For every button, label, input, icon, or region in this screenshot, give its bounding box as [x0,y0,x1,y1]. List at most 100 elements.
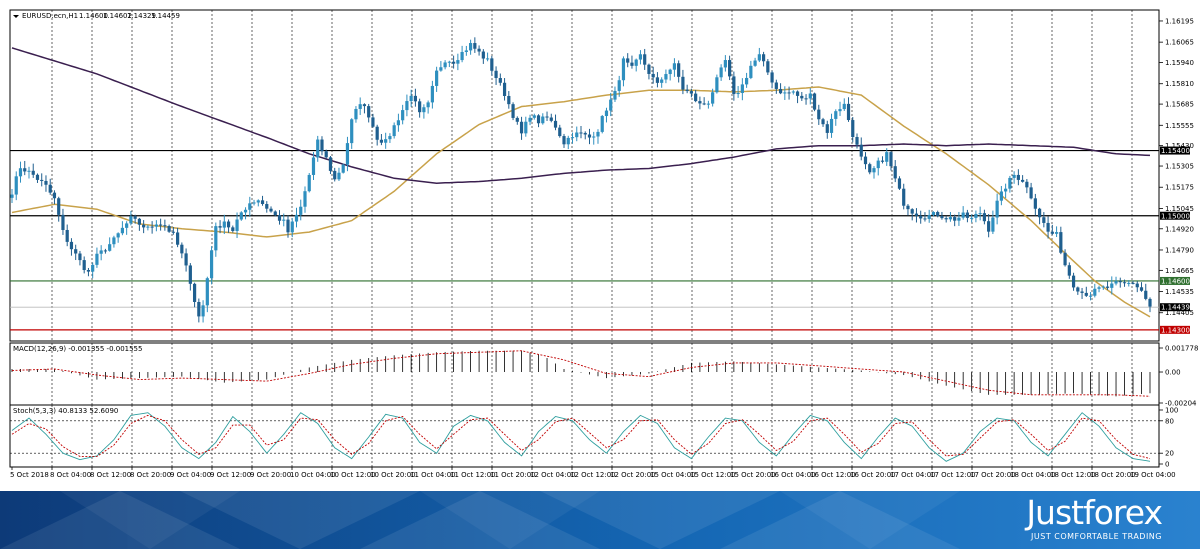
candle-body [1101,286,1105,288]
open-value: 1.14600 [79,12,108,20]
candle-body [1148,298,1152,307]
candle-body [791,91,795,93]
candle-body [702,103,706,105]
candle-body [957,217,961,221]
candle-body [367,106,371,118]
candle-body [248,203,252,210]
candle-body [1004,188,1008,192]
candle-body [558,127,562,137]
level-label-box [1160,276,1190,285]
candle-body [1059,232,1063,253]
candle-body [863,156,868,165]
candle-body [273,211,277,216]
candle-body [95,253,99,265]
candle-body [778,88,783,94]
candle-body [694,93,698,102]
x-tick-label: 15 Oct 04:00 [650,471,696,479]
candle-body [477,48,481,52]
candle-body [99,250,103,254]
candle-body [991,217,995,232]
candle-body [1046,222,1050,232]
candle-body [723,60,727,68]
candle-body [184,253,188,266]
y-tick-label: 1.15940 [1165,59,1194,67]
candle-body [536,115,541,124]
candle-body [766,61,770,73]
candle-body [286,219,290,233]
candle-body [1127,282,1131,284]
candle-body [167,225,171,232]
candle-body [10,194,14,198]
candle-body [876,160,880,169]
candle-body [328,157,333,171]
candle-body [150,226,154,228]
candle-body [201,305,205,317]
candle-body [112,237,116,245]
candle-body [1067,265,1071,276]
candle-body [787,92,791,94]
candle-body [74,249,78,254]
candle-body [86,270,91,272]
candle-body [1021,179,1025,182]
moving-averages [11,47,1151,318]
candle-body [103,250,108,252]
candle-body [294,214,299,222]
candle-body [269,208,273,212]
x-tick-label: 12 Oct 04:00 [530,471,576,479]
level-label-box [1160,146,1190,155]
x-tick-label: 17 Oct 20:00 [970,471,1016,479]
candle-body [473,43,477,49]
candle-body [265,204,269,209]
candle-body [1037,208,1042,218]
candle-body [753,60,757,66]
candle-body [681,76,685,90]
candle-body [180,244,184,254]
candle-body [460,51,464,61]
y-tick-label: 1.16065 [1165,39,1194,47]
candle-body [749,65,753,78]
candle-body [583,132,587,135]
candle-body [872,168,876,173]
candle-body [137,218,141,225]
candle-body [621,58,626,81]
candle-body [774,82,778,89]
candle-body [1029,187,1033,199]
candle-body [303,191,307,207]
candle-body [214,226,218,251]
candle-body [711,92,715,104]
candle-body [868,164,872,173]
candle-body [519,121,524,134]
candle-body [982,213,986,222]
main-price-panel [9,9,1160,342]
candle-body [838,109,842,112]
candle-body [350,119,354,144]
candle-body [171,231,175,233]
candle-body [456,60,460,64]
candle-body [1105,286,1110,288]
candle-body [159,224,163,226]
candle-body [218,226,222,228]
candle-body [1050,231,1054,234]
candle-body [69,241,74,250]
dropdown-triangle-icon[interactable] [13,15,19,18]
candle-body [358,104,362,109]
candle-body [409,95,413,102]
x-tick-label: 18 Oct 04:00 [1010,471,1056,479]
candle-body [1084,292,1088,296]
candle-body [736,93,740,95]
candle-body [1122,282,1127,284]
candle-body [592,136,596,138]
time-axis: 5 Oct 2018 8 Oct 04:008 Oct 12:008 Oct 20… [10,467,1176,479]
candle-body [889,152,893,167]
candle-body [1088,295,1093,297]
candle-body [23,168,27,172]
candle-body [1093,288,1097,296]
level-label: 1.14600 [1161,277,1190,285]
candle-body [379,139,384,143]
candle-body [333,170,337,180]
candle-body [235,219,239,231]
candle-body [345,143,350,165]
candle-body [995,200,999,218]
candle-body [154,224,158,227]
candle-body [282,219,286,221]
